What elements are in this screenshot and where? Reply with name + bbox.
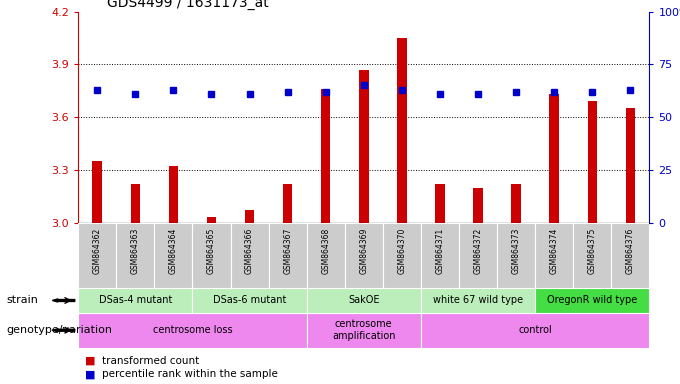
Bar: [535, 288, 649, 313]
Bar: [345, 223, 383, 288]
Bar: [588, 101, 597, 223]
Text: GSM864369: GSM864369: [359, 228, 369, 274]
Text: control: control: [518, 325, 552, 335]
Text: GSM864365: GSM864365: [207, 228, 216, 274]
Bar: [78, 288, 192, 313]
Text: GSM864367: GSM864367: [283, 228, 292, 274]
Bar: [626, 108, 635, 223]
Bar: [169, 166, 178, 223]
Text: DSas-6 mutant: DSas-6 mutant: [213, 295, 286, 306]
Text: GSM864368: GSM864368: [321, 228, 330, 274]
Text: percentile rank within the sample: percentile rank within the sample: [102, 369, 278, 379]
Text: GDS4499 / 1631173_at: GDS4499 / 1631173_at: [107, 0, 269, 10]
Text: ■: ■: [85, 356, 95, 366]
Text: OregonR wild type: OregonR wild type: [547, 295, 637, 306]
Bar: [511, 184, 521, 223]
Bar: [154, 223, 192, 288]
Bar: [131, 184, 140, 223]
Text: genotype/variation: genotype/variation: [7, 325, 113, 335]
Bar: [307, 288, 421, 313]
Bar: [78, 223, 116, 288]
Bar: [421, 313, 649, 348]
Bar: [269, 223, 307, 288]
Bar: [359, 70, 369, 223]
Bar: [307, 313, 421, 348]
Bar: [473, 187, 483, 223]
Text: GSM864374: GSM864374: [549, 228, 559, 274]
Text: DSas-4 mutant: DSas-4 mutant: [99, 295, 172, 306]
Bar: [535, 223, 573, 288]
Bar: [397, 38, 407, 223]
Text: transformed count: transformed count: [102, 356, 199, 366]
Text: white 67 wild type: white 67 wild type: [433, 295, 523, 306]
Bar: [383, 223, 421, 288]
Bar: [307, 223, 345, 288]
Bar: [192, 223, 231, 288]
Bar: [283, 184, 292, 223]
Text: strain: strain: [7, 295, 39, 306]
Text: ■: ■: [85, 369, 95, 379]
Bar: [611, 223, 649, 288]
Text: GSM864371: GSM864371: [435, 228, 445, 274]
Text: GSM864375: GSM864375: [588, 228, 597, 274]
Text: centrosome loss: centrosome loss: [152, 325, 233, 335]
Bar: [245, 210, 254, 223]
Bar: [207, 217, 216, 223]
Text: centrosome
amplification: centrosome amplification: [332, 319, 396, 341]
Text: GSM864370: GSM864370: [397, 228, 407, 274]
Text: GSM864363: GSM864363: [131, 228, 140, 274]
Bar: [116, 223, 154, 288]
Text: GSM864362: GSM864362: [92, 228, 102, 274]
Text: GSM864376: GSM864376: [626, 228, 635, 274]
Text: GSM864364: GSM864364: [169, 228, 178, 274]
Bar: [549, 94, 559, 223]
Bar: [435, 184, 445, 223]
Bar: [497, 223, 535, 288]
Text: SakOE: SakOE: [348, 295, 379, 306]
Text: GSM864366: GSM864366: [245, 228, 254, 274]
Bar: [78, 313, 307, 348]
Bar: [421, 223, 459, 288]
Bar: [92, 161, 102, 223]
Text: GSM864372: GSM864372: [473, 228, 483, 274]
Text: GSM864373: GSM864373: [511, 228, 521, 274]
Bar: [421, 288, 535, 313]
Bar: [192, 288, 307, 313]
Bar: [231, 223, 269, 288]
Bar: [573, 223, 611, 288]
Bar: [459, 223, 497, 288]
Bar: [321, 89, 330, 223]
